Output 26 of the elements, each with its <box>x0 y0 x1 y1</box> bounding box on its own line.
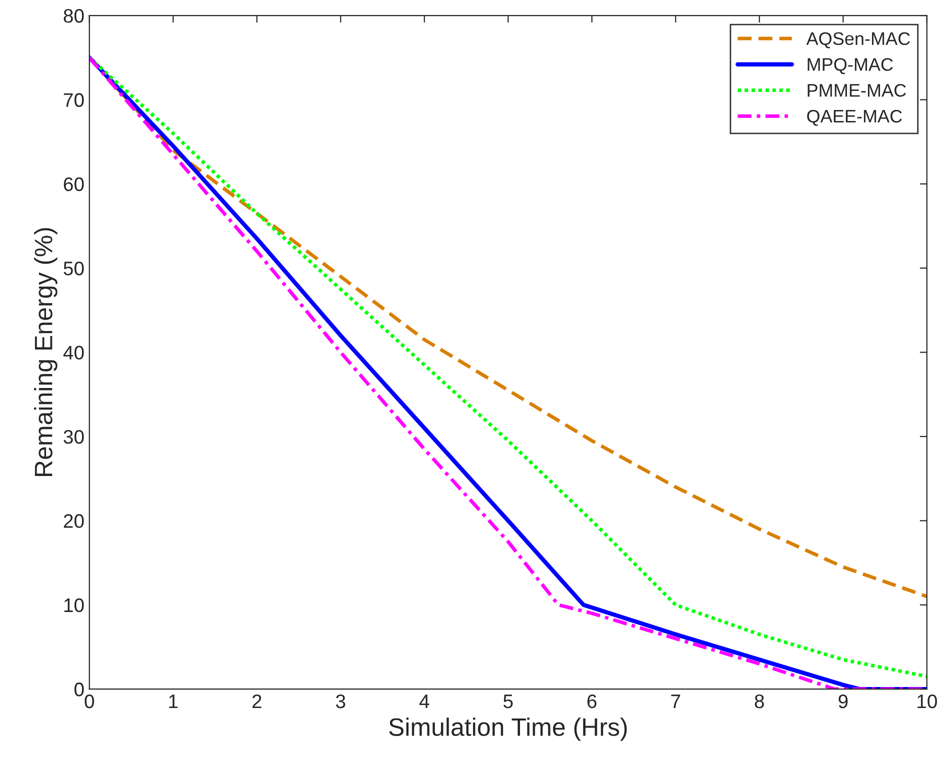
y-tick-label: 40 <box>63 346 84 360</box>
x-tick-label: 1 <box>169 694 178 708</box>
y-tick-label: 50 <box>64 262 84 276</box>
x-tick-label: 7 <box>671 694 680 708</box>
x-tick-label: 6 <box>587 694 596 708</box>
x-tick-label: 4 <box>419 694 430 708</box>
x-tick-label: 10 <box>918 694 937 708</box>
y-tick-label: 60 <box>64 177 84 192</box>
y-tick-label: 0 <box>74 682 84 696</box>
y-tick-label: 80 <box>64 8 84 23</box>
legend-label: PMME-MAC <box>808 84 906 97</box>
x-tick-label: 0 <box>84 694 94 708</box>
legend-label: QAEE-MAC <box>807 110 902 126</box>
x-axis-title: Simulation Time (Hrs) <box>389 718 627 741</box>
y-tick-label: 30 <box>64 430 84 444</box>
legend-label: AQSen-MAC <box>806 32 910 48</box>
x-tick-label: 9 <box>838 694 848 708</box>
x-tick-label: 2 <box>252 694 262 708</box>
y-tick-label: 20 <box>64 514 84 528</box>
x-tick-label: 5 <box>504 694 513 708</box>
x-tick-label: 8 <box>754 694 764 708</box>
y-tick-label: 10 <box>64 598 84 612</box>
legend-label: MPQ-MAC <box>808 58 893 74</box>
x-tick-label: 3 <box>336 694 346 708</box>
y-axis-title: Remaining Energy (%) <box>34 228 58 476</box>
y-tick-label: 70 <box>64 93 84 107</box>
